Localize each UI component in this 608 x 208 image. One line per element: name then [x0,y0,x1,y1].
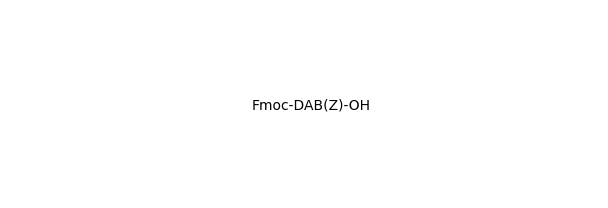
Text: Fmoc-DAB(Z)-OH: Fmoc-DAB(Z)-OH [252,98,371,112]
